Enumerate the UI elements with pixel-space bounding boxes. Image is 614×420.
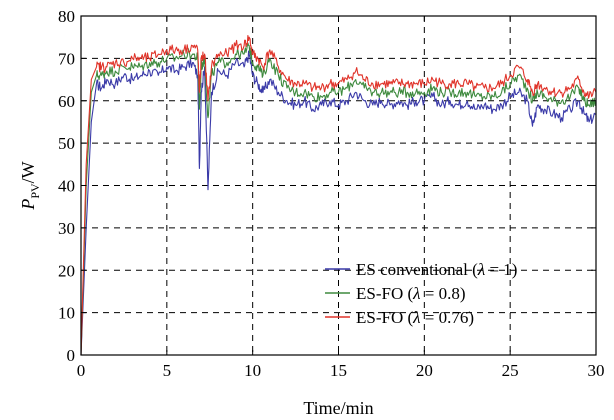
y-axis-label-main: P — [18, 199, 38, 211]
legend-label: ES conventional (λ = 1) — [356, 260, 517, 279]
legend-label: ES-FO (λ = 0.8) — [356, 284, 466, 303]
legend: ES conventional (λ = 1) ES-FO (λ = 0.8) … — [325, 260, 517, 327]
y-axis-label-subscript: PV — [28, 183, 42, 199]
legend-item: ES conventional (λ = 1) — [325, 260, 517, 279]
series-line — [80, 42, 597, 356]
plot-area — [80, 35, 597, 356]
y-axis-label: PPV/W — [18, 161, 42, 210]
x-tick-label: 15 — [330, 361, 347, 380]
legend-item: ES-FO (λ = 0.76) — [325, 308, 474, 327]
y-tick-label: 50 — [58, 134, 75, 153]
y-tick-label: 60 — [58, 92, 75, 111]
series-line — [80, 50, 597, 356]
x-axis-ticks: 0 5 10 15 20 25 30 — [77, 16, 605, 380]
y-tick-label: 30 — [58, 219, 75, 238]
x-tick-label: 10 — [244, 361, 261, 380]
y-tick-label: 80 — [58, 7, 75, 26]
y-tick-label: 20 — [58, 261, 75, 280]
y-tick-label: 40 — [58, 177, 75, 196]
y-tick-label: 10 — [58, 304, 75, 323]
series-line — [80, 35, 597, 356]
y-axis-ticks: 0 10 20 30 40 50 60 70 80 — [58, 7, 596, 365]
x-tick-label: 30 — [588, 361, 605, 380]
x-tick-label: 25 — [502, 361, 519, 380]
grid — [81, 16, 596, 355]
x-tick-label: 20 — [416, 361, 433, 380]
x-tick-label: 5 — [163, 361, 172, 380]
legend-label: ES-FO (λ = 0.76) — [356, 308, 474, 327]
legend-item: ES-FO (λ = 0.8) — [325, 284, 466, 303]
y-tick-label: 70 — [58, 49, 75, 68]
y-axis-label-unit: /W — [18, 161, 38, 183]
x-axis-label: Time/min — [303, 398, 373, 418]
x-tick-label: 0 — [77, 361, 86, 380]
y-tick-label: 0 — [67, 346, 76, 365]
